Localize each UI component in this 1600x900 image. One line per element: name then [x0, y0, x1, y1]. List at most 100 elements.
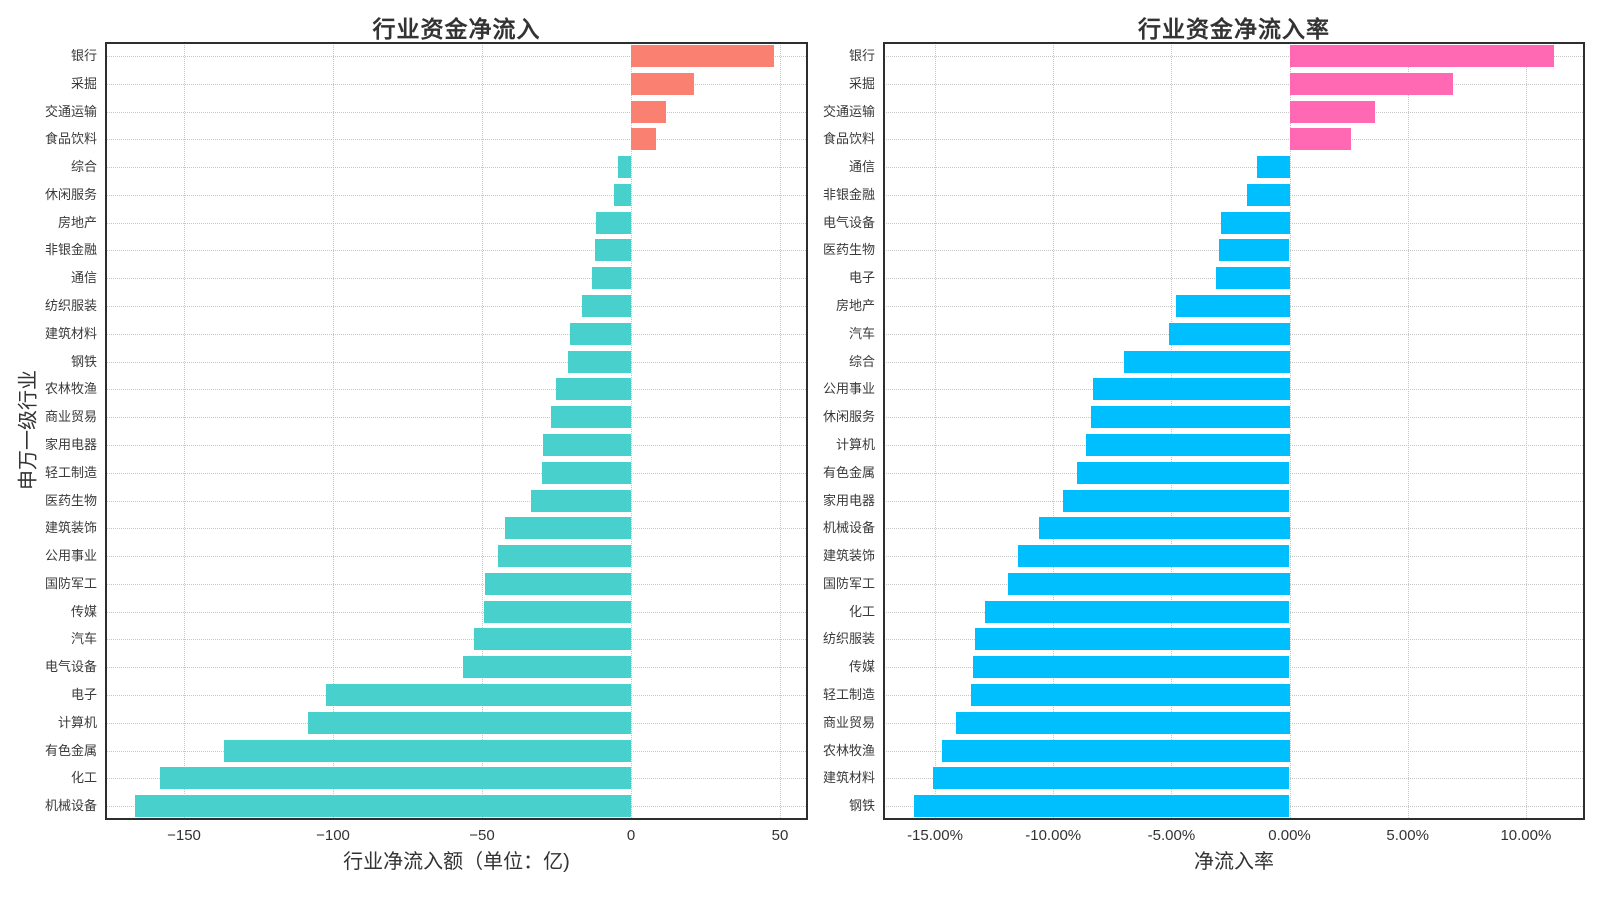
- y-gridline: [105, 250, 808, 252]
- category-label: 通信: [848, 159, 875, 174]
- category-label: 商业贸易: [44, 409, 97, 425]
- bar-机械设备: [134, 795, 631, 818]
- x-gridline: [1289, 42, 1291, 820]
- y-gridline: [883, 167, 1585, 168]
- category-label: 食品饮料: [44, 131, 97, 147]
- bar-建筑装饰: [1017, 545, 1290, 567]
- y-gridline: [105, 556, 808, 557]
- y-gridline: [105, 444, 808, 446]
- bar-交通运输: [631, 100, 666, 123]
- y-gridline: [105, 55, 808, 57]
- category-label: 电气设备: [44, 659, 97, 675]
- category-label: 非银金融: [822, 186, 875, 202]
- bar-银行: [631, 44, 774, 67]
- left-plot-area: [105, 42, 808, 820]
- y-gridline: [105, 639, 808, 641]
- y-gridline: [883, 111, 1585, 113]
- category-label: 银行: [70, 47, 97, 63]
- right-x-axis-label: 净流入率: [1194, 851, 1274, 873]
- bar-国防军工: [485, 572, 631, 595]
- x-gridline: [1053, 42, 1055, 820]
- category-label: 交通运输: [44, 103, 97, 119]
- bar-有色金属: [1076, 461, 1290, 484]
- category-label: 商业贸易: [822, 714, 875, 730]
- category-label: 有色金属: [44, 742, 97, 758]
- category-label: 国防军工: [44, 575, 97, 591]
- bar-传媒: [972, 656, 1290, 679]
- category-label: 钢铁: [70, 353, 97, 369]
- y-gridline: [883, 55, 1585, 57]
- bar-建筑装饰: [504, 517, 631, 540]
- category-label: 电气设备: [822, 214, 875, 230]
- y-gridline: [105, 528, 808, 530]
- bar-农林牧渔: [555, 378, 631, 401]
- x-gridline: [935, 42, 936, 820]
- x-gridline: [333, 42, 334, 820]
- y-gridline: [105, 83, 808, 85]
- bar-公用事业: [498, 545, 631, 567]
- category-label: 计算机: [835, 436, 875, 452]
- category-label: 汽车: [70, 631, 97, 647]
- bar-钢铁: [568, 350, 631, 373]
- bar-计算机: [307, 711, 631, 734]
- y-gridline: [883, 194, 1585, 196]
- category-label: 电子: [848, 270, 875, 286]
- bar-通信: [1256, 156, 1290, 178]
- x-tick-label: -10.00%: [1025, 827, 1082, 844]
- category-label: 有色金属: [822, 464, 875, 480]
- bar-有色金属: [224, 739, 631, 762]
- category-label: 轻工制造: [44, 464, 97, 480]
- y-gridline: [105, 472, 808, 474]
- x-gridline: [780, 42, 781, 820]
- category-label: 建筑装饰: [822, 548, 875, 563]
- bar-轻工制造: [541, 461, 631, 484]
- category-label: 机械设备: [44, 798, 97, 814]
- bar-非银金融: [594, 239, 631, 262]
- bar-家用电器: [542, 433, 631, 456]
- category-label: 通信: [70, 270, 97, 286]
- bar-农林牧渔: [942, 739, 1290, 762]
- bar-建筑材料: [932, 767, 1290, 790]
- right-plot-area: [883, 42, 1585, 820]
- right-chart-title: 行业资金净流入率: [1138, 16, 1330, 42]
- y-gridline: [105, 167, 808, 168]
- left-x-axis-label: 行业净流入额（单位：亿): [343, 851, 570, 873]
- bar-商业贸易: [956, 711, 1290, 734]
- y-gridline: [105, 500, 808, 502]
- y-gridline: [105, 611, 808, 613]
- category-label: 建筑装饰: [44, 520, 97, 536]
- bar-建筑材料: [569, 322, 631, 345]
- category-label: 医药生物: [822, 242, 875, 258]
- bar-休闲服务: [1091, 406, 1290, 429]
- x-tick-label: 5.00%: [1386, 827, 1429, 844]
- bar-综合: [1124, 350, 1290, 373]
- category-label: 农林牧渔: [44, 381, 97, 397]
- bar-纺织服装: [975, 628, 1290, 651]
- bar-国防军工: [1008, 572, 1290, 595]
- bar-轻工制造: [970, 684, 1290, 706]
- bar-纺织服装: [582, 295, 631, 317]
- category-label: 轻工制造: [822, 687, 875, 702]
- y-gridline: [105, 389, 808, 391]
- category-label: 汽车: [848, 325, 875, 341]
- x-tick-label: −150: [167, 827, 201, 844]
- y-gridline: [105, 417, 808, 419]
- category-label: 医药生物: [44, 492, 97, 508]
- category-label: 休闲服务: [44, 186, 97, 202]
- bar-电子: [1216, 267, 1290, 290]
- x-gridline: [482, 42, 483, 820]
- x-tick-label: 0: [626, 827, 636, 844]
- category-label: 传媒: [848, 659, 875, 675]
- category-label: 化工: [70, 770, 97, 786]
- category-label: 计算机: [57, 714, 97, 730]
- bar-医药生物: [531, 489, 631, 512]
- category-label: 食品饮料: [822, 131, 875, 147]
- bar-银行: [1289, 44, 1555, 67]
- bar-化工: [984, 600, 1290, 623]
- y-gridline: [883, 139, 1585, 141]
- bar-公用事业: [1093, 378, 1290, 401]
- bar-传媒: [484, 600, 631, 623]
- x-tick-label: 0.00%: [1268, 827, 1311, 844]
- bar-综合: [617, 156, 631, 178]
